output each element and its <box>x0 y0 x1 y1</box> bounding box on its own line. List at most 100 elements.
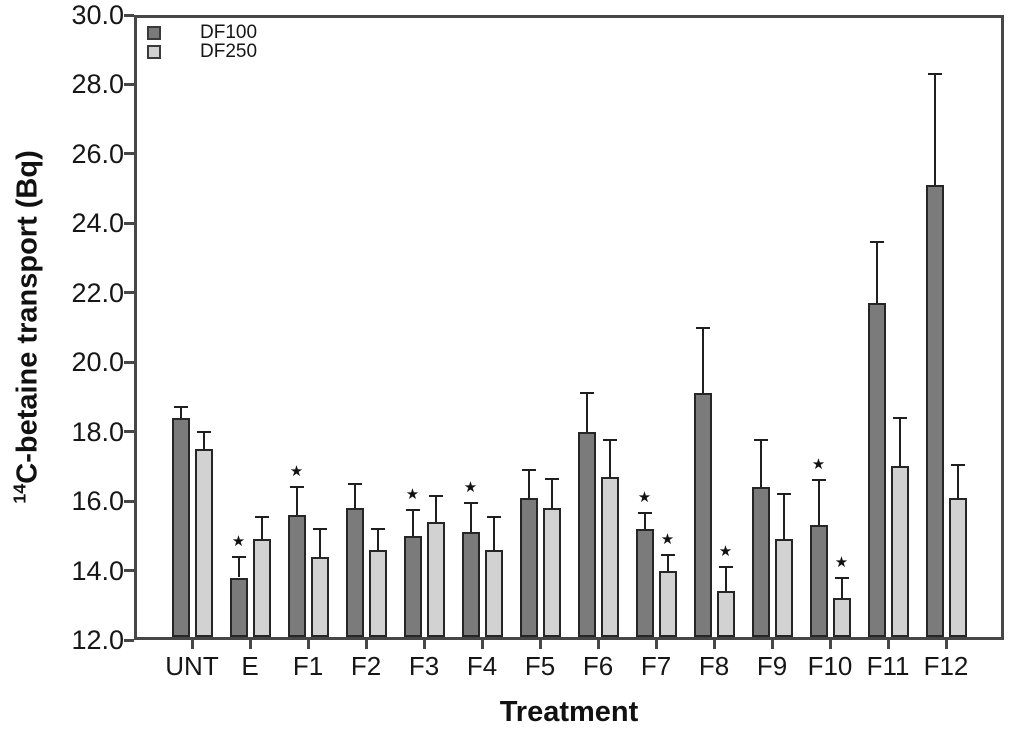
y-tick-label: 26.0 <box>71 138 124 169</box>
y-tick-mark <box>124 360 134 364</box>
error-bar <box>376 528 379 550</box>
bar-DF100-E <box>229 577 248 637</box>
category-label: F10 <box>807 651 853 681</box>
error-bar <box>179 407 182 418</box>
x-tick-mark <box>886 640 890 649</box>
error-bar <box>898 417 901 467</box>
significance-star: ★ <box>289 463 304 481</box>
bar-DF100-F11 <box>867 303 886 637</box>
error-bar <box>840 577 843 599</box>
error-bar <box>643 513 646 529</box>
bar-DF250-F6 <box>600 476 619 637</box>
bar-DF250-F11 <box>890 466 909 637</box>
bar-DF100-F6 <box>577 431 596 637</box>
error-bar <box>469 502 472 533</box>
bar-DF250-UNT <box>194 449 213 637</box>
y-tick-mark <box>124 569 134 573</box>
error-bar <box>527 469 530 498</box>
category-label: F5 <box>524 651 556 681</box>
y-tick-label: 16.0 <box>71 486 124 517</box>
x-tick-mark <box>944 640 948 649</box>
error-bar <box>956 464 959 498</box>
bar-DF250-F5 <box>542 508 561 637</box>
error-cap <box>463 501 478 504</box>
x-tick-mark <box>538 640 542 649</box>
x-tick-mark <box>770 640 774 649</box>
y-tick-mark <box>124 638 134 642</box>
error-cap <box>173 406 188 409</box>
y-tick-label: 24.0 <box>71 208 124 239</box>
error-bar <box>782 494 785 540</box>
error-bar <box>701 327 704 394</box>
error-cap <box>521 468 536 471</box>
error-bar <box>585 393 588 432</box>
significance-star: ★ <box>231 532 246 550</box>
error-bar <box>933 74 936 186</box>
significance-star: ★ <box>660 530 675 548</box>
y-tick-label: 22.0 <box>71 277 124 308</box>
y-tick-mark <box>124 291 134 295</box>
bar-DF100-UNT <box>171 417 190 637</box>
error-cap <box>776 493 791 496</box>
error-cap <box>486 515 501 518</box>
error-cap <box>231 555 246 558</box>
y-tick-mark <box>124 13 134 17</box>
category-label: F12 <box>923 651 969 681</box>
bar-DF100-F9 <box>751 487 770 637</box>
y-tick-label: 20.0 <box>71 347 124 378</box>
error-cap <box>753 439 768 442</box>
x-tick-mark <box>190 640 194 649</box>
error-cap <box>927 73 942 76</box>
error-bar <box>492 516 495 550</box>
bar-DF250-E <box>252 539 271 637</box>
bar-DF100-F4 <box>461 532 480 637</box>
error-cap <box>811 479 826 482</box>
error-cap <box>892 416 907 419</box>
error-cap <box>405 508 420 511</box>
error-cap <box>312 527 327 530</box>
error-cap <box>579 392 594 395</box>
bar-DF100-F10 <box>809 525 828 637</box>
category-label: F8 <box>698 651 730 681</box>
x-axis-title: Treatment <box>499 696 639 728</box>
legend-swatch-DF100 <box>147 26 161 40</box>
bar-DF250-F1 <box>310 556 329 637</box>
bar-DF250-F2 <box>368 549 387 637</box>
x-tick-mark <box>828 640 832 649</box>
error-cap <box>637 512 652 515</box>
error-cap <box>544 477 559 480</box>
legend-label-DF250: DF250 <box>200 41 258 62</box>
error-cap <box>602 439 617 442</box>
category-label: F11 <box>866 651 910 681</box>
error-cap <box>196 430 211 433</box>
error-cap <box>834 576 849 579</box>
y-tick-label: 12.0 <box>71 625 124 655</box>
y-axis-title: 14C-betaine transport (Bq) <box>10 150 45 504</box>
error-bar <box>759 440 762 488</box>
bar-DF250-F7 <box>658 570 677 637</box>
error-bar <box>237 556 240 578</box>
error-cap <box>660 553 675 556</box>
bar-DF250-F9 <box>774 539 793 637</box>
y-tick-label: 30.0 <box>71 0 124 30</box>
category-label: E <box>241 651 259 681</box>
category-label: F4 <box>466 651 498 681</box>
bar-DF100-F8 <box>693 393 712 637</box>
bar-DF250-F12 <box>948 497 967 637</box>
category-label: F3 <box>408 651 440 681</box>
bar-DF100-F7 <box>635 528 654 637</box>
plot-area <box>134 15 1004 640</box>
error-bar <box>434 495 437 522</box>
category-label: F9 <box>756 651 788 681</box>
significance-star: ★ <box>718 543 733 561</box>
significance-star: ★ <box>811 456 826 474</box>
bar-DF250-F8 <box>716 591 735 637</box>
x-tick-mark <box>422 640 426 649</box>
y-tick-mark <box>124 499 134 503</box>
category-label: UNT <box>165 651 219 681</box>
error-cap <box>869 241 884 244</box>
category-label: F6 <box>582 651 614 681</box>
error-cap <box>695 326 710 329</box>
error-bar <box>202 431 205 450</box>
